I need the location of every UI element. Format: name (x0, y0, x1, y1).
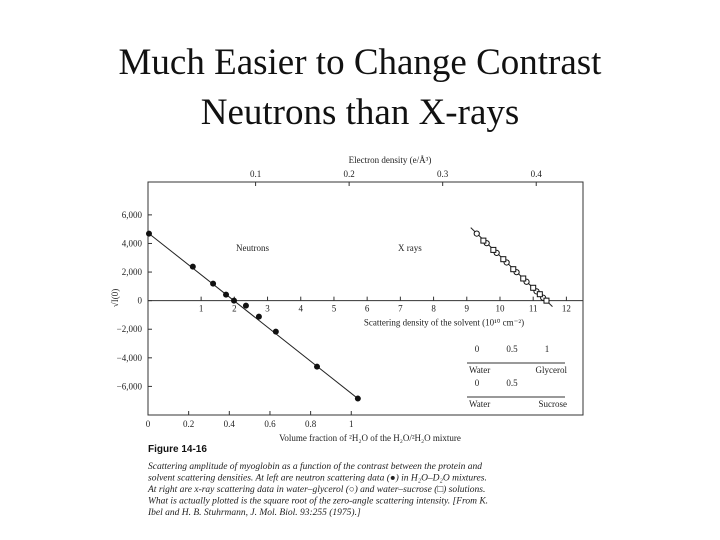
point (500, 256, 507, 263)
x-tick-label: 3 (265, 304, 270, 314)
point (272, 328, 279, 335)
x-tick-label: 9 (465, 304, 470, 314)
x-tick-label: 10 (495, 304, 505, 314)
y-tick-label: −2,000 (117, 324, 143, 334)
bottom-tick-label: 0.8 (305, 419, 317, 429)
scale-tick: 0.5 (506, 378, 518, 388)
x-tick-label: 12 (562, 304, 571, 314)
point (510, 266, 517, 273)
point (223, 291, 230, 298)
y-axis-label: √I(0) (110, 289, 120, 307)
point (255, 313, 262, 320)
point (530, 284, 537, 291)
point (210, 280, 217, 287)
slide-title: Much Easier to Change Contrast (119, 42, 603, 83)
point (145, 230, 152, 237)
bottom-tick-label: 0 (146, 419, 151, 429)
point (314, 363, 321, 370)
fit-line (148, 233, 359, 399)
caption-line: What is actually plotted is the square r… (148, 496, 488, 507)
caption-line: Ibel and H. B. Stuhrmann, J. Mol. Biol. … (147, 507, 361, 518)
top-axis-label: Electron density (e/Å³) (349, 155, 432, 165)
y-tick-label: −4,000 (117, 353, 143, 363)
point (242, 302, 249, 309)
y-tick-label: 2,000 (122, 267, 143, 277)
top-tick-label: 0.2 (344, 169, 355, 179)
y-tick-label: 0 (138, 296, 143, 306)
y-tick-label: 4,000 (122, 238, 143, 248)
slide-title: Neutrons than X-rays (201, 92, 520, 133)
point (520, 275, 527, 282)
bottom-tick-label: 0.6 (264, 419, 276, 429)
x-tick-label: 8 (431, 304, 436, 314)
top-tick-label: 0.4 (531, 169, 543, 179)
point (536, 291, 543, 298)
x-tick-label: 5 (332, 304, 337, 314)
bottom-axis-label: Volume fraction of ²H₂O of the H₂O/²H₂O … (279, 433, 461, 443)
plot-frame (147, 181, 584, 416)
annotation: Neutrons (236, 243, 269, 253)
scale-end: Water (469, 399, 490, 409)
bottom-tick-label: 0.2 (183, 419, 194, 429)
x-tick-label: 4 (298, 304, 303, 314)
caption-line: solvent scattering densities. At left ar… (148, 473, 487, 484)
scale-tick: 1 (545, 344, 550, 354)
annotation: X rays (398, 243, 422, 253)
top-tick-label: 0.1 (250, 169, 261, 179)
scale-end: Sucrose (539, 399, 568, 409)
bottom-tick-label: 0.4 (224, 419, 236, 429)
point (543, 297, 550, 304)
y-tick-label: 6,000 (122, 210, 143, 220)
point (480, 237, 487, 244)
point (231, 297, 238, 304)
caption-line: Scattering amplitude of myoglobin as a f… (148, 461, 482, 472)
caption-line: At right are x-ray scattering data in wa… (147, 484, 485, 495)
x-tick-label: 11 (529, 304, 538, 314)
scale-tick: 0 (475, 378, 480, 388)
x-tick-label: 7 (398, 304, 403, 314)
scale-end: Glycerol (536, 365, 568, 375)
top-tick-label: 0.3 (437, 169, 449, 179)
scale-tick: 0 (475, 344, 480, 354)
point (354, 395, 361, 402)
x-tick-label: 6 (365, 304, 370, 314)
scale-tick: 0.5 (506, 344, 518, 354)
point (473, 230, 480, 237)
point (189, 263, 196, 270)
x-tick-label: 2 (232, 304, 237, 314)
x-axis-label: Scattering density of the solvent (10¹⁰ … (364, 318, 524, 328)
point (490, 246, 497, 253)
bottom-tick-label: 1 (349, 419, 354, 429)
y-tick-label: −6,000 (117, 381, 143, 391)
x-tick-label: 1 (199, 304, 204, 314)
figure-label: Figure 14-16 (148, 444, 207, 455)
scale-end: Water (469, 365, 490, 375)
